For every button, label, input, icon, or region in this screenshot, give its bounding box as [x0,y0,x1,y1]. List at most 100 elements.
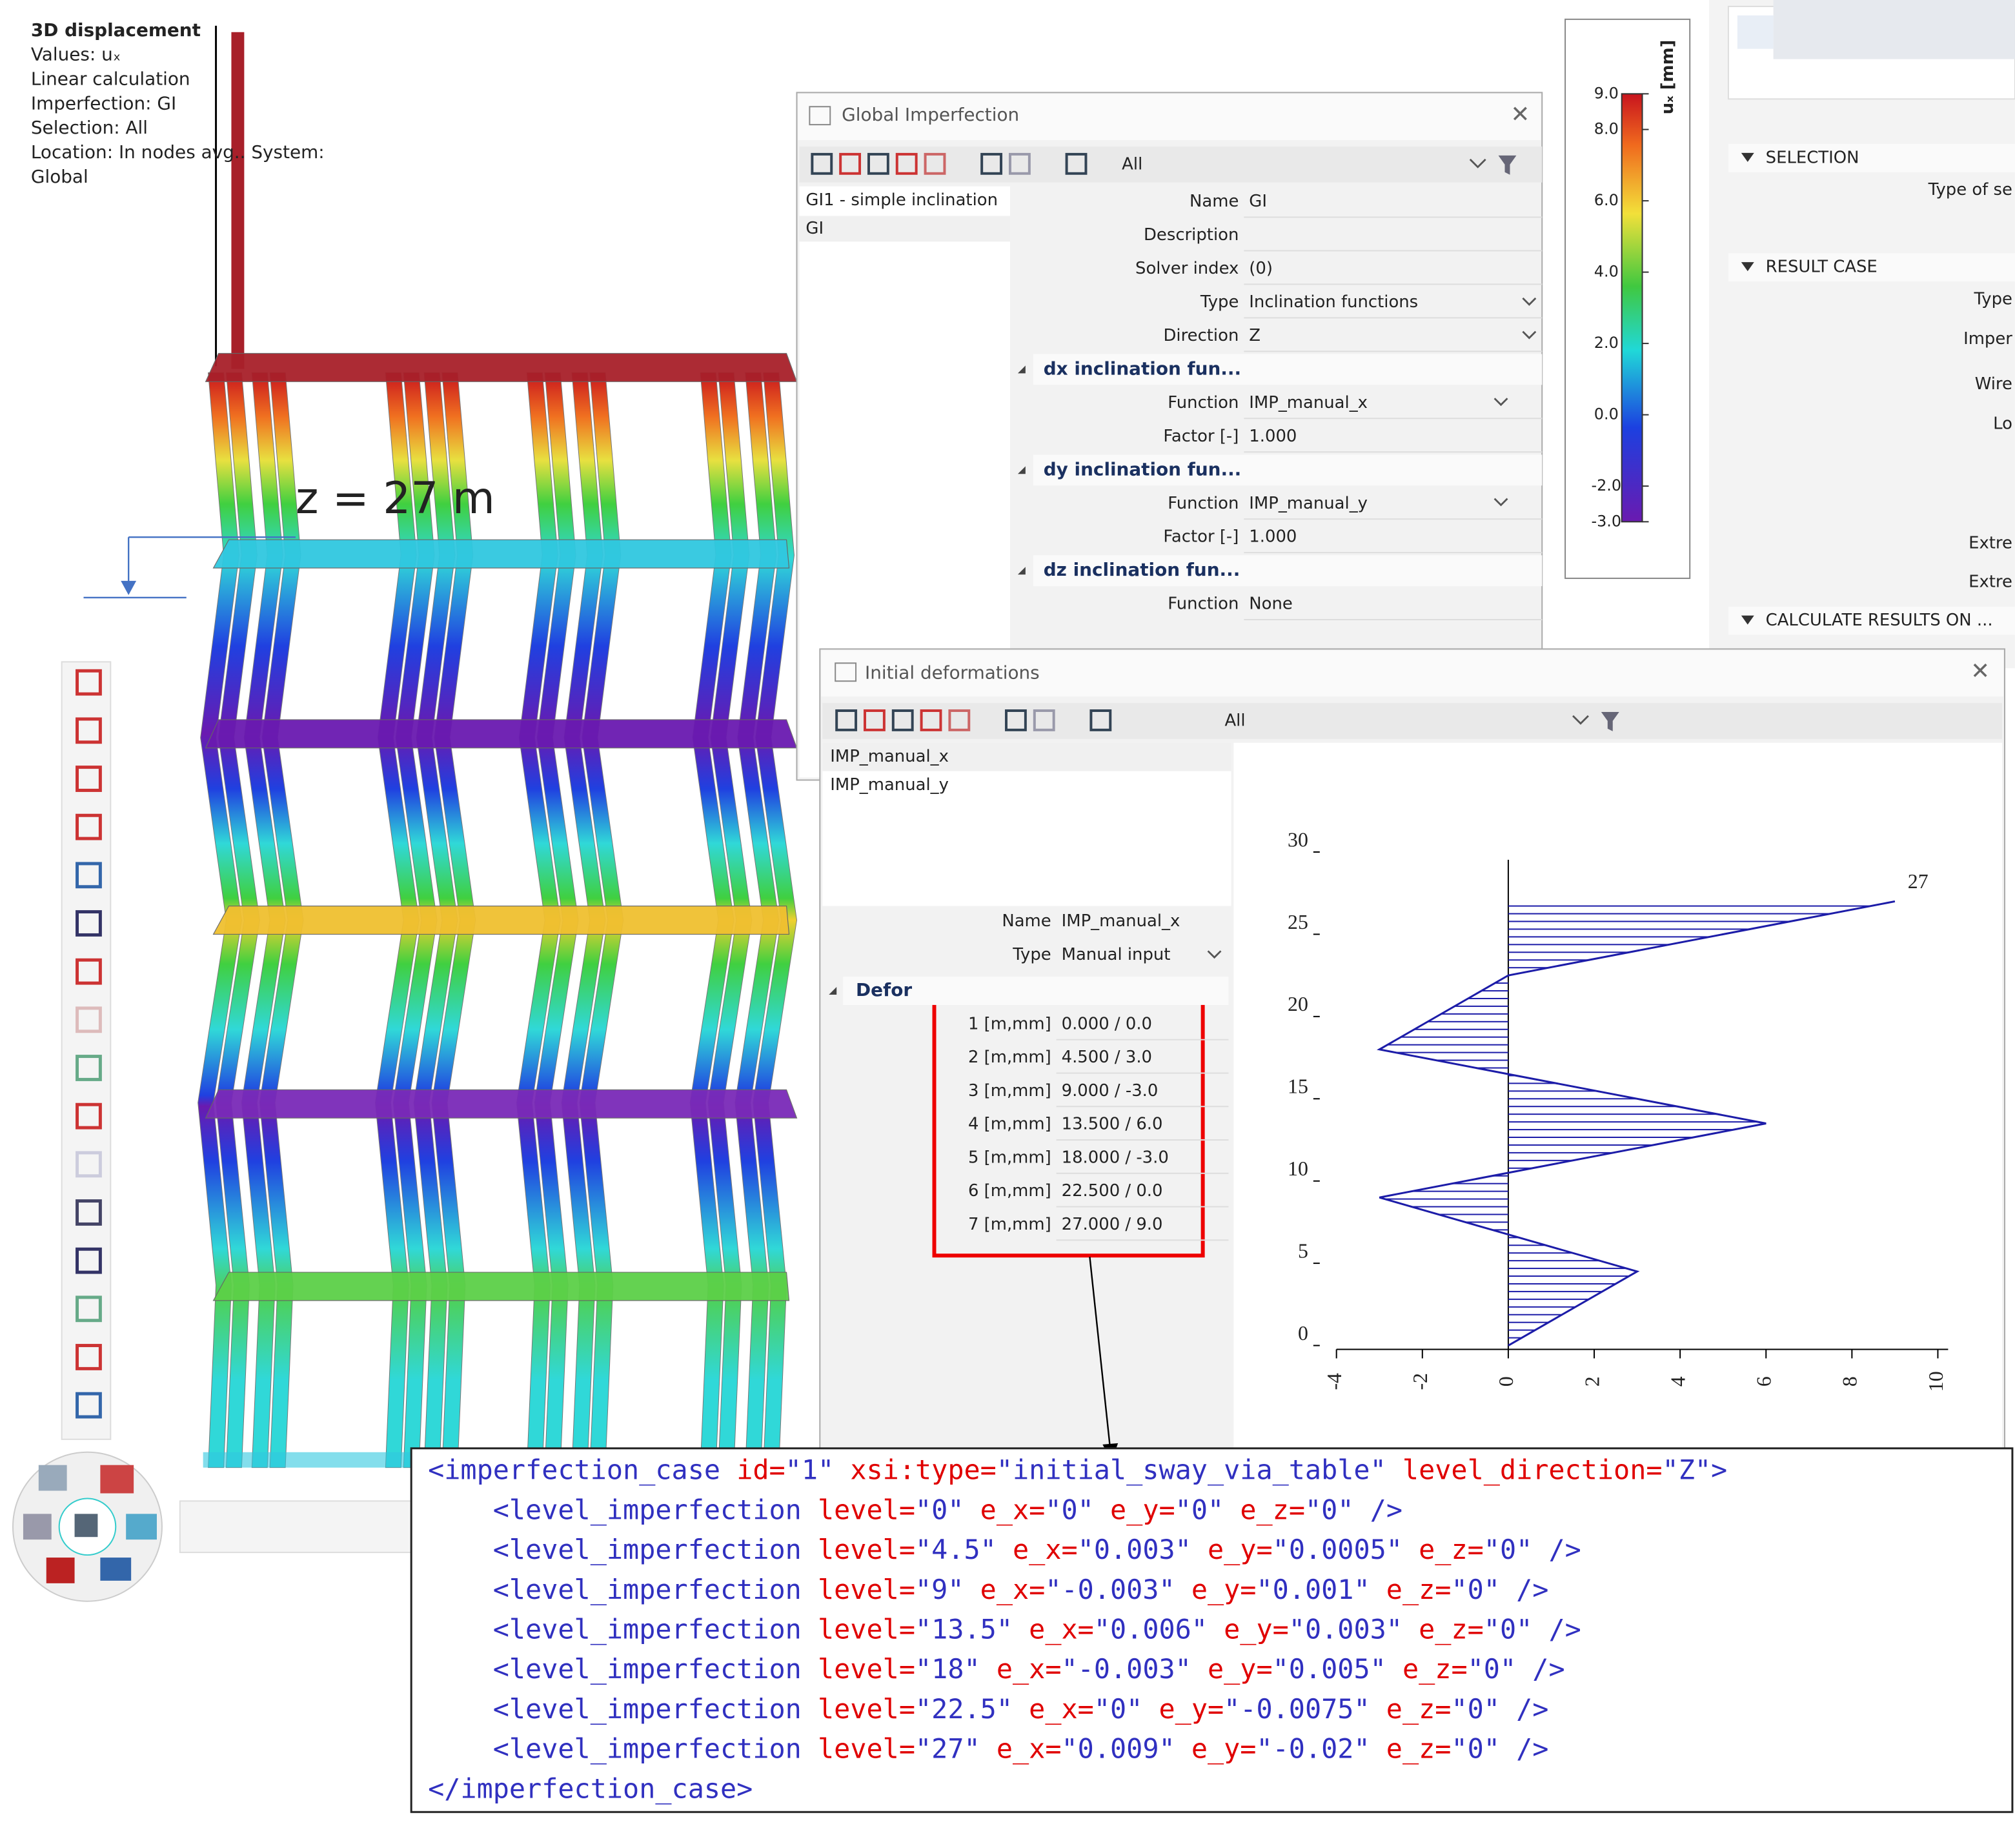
property-value[interactable]: Manual input [1062,945,1171,964]
slab [212,1272,790,1301]
legend-tick-label: 6.0 [1594,191,1619,209]
collapse-toggle [1741,262,1754,272]
model-view [197,25,798,1468]
toolbar-icon [920,709,942,731]
section-bg [843,977,1229,1005]
section-title: dy inclination fun... [1044,458,1242,480]
table-value[interactable]: 18.000 / -3.0 [1062,1148,1169,1167]
table-value[interactable]: 22.500 / 0.0 [1062,1181,1163,1201]
property-value[interactable]: None [1249,594,1293,614]
property-label: Extre [1969,572,2012,591]
code-line: <level_imperfection level="4.5" e_x="0.0… [428,1534,1581,1565]
color-bar [1621,93,1643,523]
info-line: Location: In nodes avg.. System: [31,141,325,163]
info-line: Values: uₓ [31,44,121,65]
section-title: dz inclination fun... [1044,559,1240,580]
property-value[interactable]: Z [1249,326,1261,345]
legend-tick-label: 9.0 [1594,84,1619,102]
info-line: Selection: All [31,117,148,138]
side-panel-content: SELECTION Type of se RESULT CASE Type Imper W… [1728,143,2015,635]
x-tick-label: 0 [1495,1376,1517,1386]
property-value[interactable]: IMP_manual_y [1249,494,1368,513]
property-value[interactable]: (0) [1249,259,1273,278]
initial-deformations-content: Initial deformations All IMP_manual_x IMP_m… [829,662,1246,1241]
dropdown-arrow [1207,950,1222,959]
level-annotation: z = 27 m [296,472,495,523]
filter: All [1224,711,1245,730]
dropdown-arrow [1494,498,1508,507]
list-item[interactable]: IMP_manual_x [830,747,949,766]
section-bg [1033,454,1543,486]
xml-box [410,1447,2014,1813]
profile-line [1377,900,1896,1346]
code-line: <level_imperfection level="9" e_x="-0.00… [428,1573,1548,1605]
toolbar-icon [891,709,914,731]
table-label: 4 [m,mm] [968,1115,1051,1134]
window-title: Initial deformations [865,662,1040,683]
data-label: 27 [1908,870,1929,893]
tool-icon [76,958,102,985]
property-label: Name [1190,192,1239,211]
table-value[interactable]: 4.500 / 3.0 [1062,1048,1152,1067]
tool-icon [76,1102,102,1130]
window-title: Global Imperfection [842,104,1019,125]
table-label: 5 [m,mm] [968,1148,1051,1167]
property-label: Function [1168,594,1239,614]
tool-icon [76,669,102,696]
legend-tick-label: -2.0 [1591,476,1621,494]
code-line: <level_imperfection level="18" e_x="-0.0… [428,1653,1565,1685]
deformation-chart: 0 5 10 15 20 25 30 -4 -2 0 2 4 6 8 10 27 [1288,828,1949,1392]
x-tick-label: 2 [1581,1376,1603,1386]
tool-icon [76,1247,102,1274]
section-bg [1033,555,1543,587]
property-value[interactable]: Inclination functions [1249,292,1418,312]
tool-icon [76,1344,102,1370]
property-label: Factor [-] [1163,427,1239,446]
tool-icon [76,717,102,744]
chimney [231,32,245,369]
tool-icon [76,813,102,840]
slab [205,719,798,749]
property-label: Wire [1975,374,2012,394]
property-value[interactable]: GI [1249,192,1267,211]
initial-deformations-window: ✕ [819,648,2005,1453]
list-item[interactable]: IMP_manual_y [830,775,949,795]
table-value[interactable]: 27.000 / 9.0 [1062,1215,1163,1234]
property-label: Type [1012,945,1051,964]
toolbar-icon [867,152,889,175]
toolbar-icon [1005,709,1027,731]
list-item[interactable]: GI1 - simple inclination [805,190,998,210]
toolbar-icon [924,152,946,175]
x-tick-label: 6 [1753,1376,1776,1386]
global-imperfection-content: Global Imperfection All GI1 - simple incli… [805,104,1543,621]
legend-title: uₓ [mm] [1658,40,1677,115]
list-item[interactable]: GI [805,219,824,238]
toolbar-icon [811,152,833,175]
slab [205,1089,798,1119]
property-label: Solver index [1135,259,1239,278]
svg-text:✕: ✕ [1970,658,1990,684]
slab [205,352,798,382]
code-line: <imperfection_case id="1" xsi:type="init… [428,1454,1727,1485]
table-label: 7 [m,mm] [968,1215,1051,1234]
table-value[interactable]: 13.500 / 6.0 [1062,1115,1163,1134]
xml-code: <imperfection_case id="1" xsi:type="init… [428,1454,1727,1804]
slab [212,539,790,569]
section-header: SELECTION [1766,148,1859,167]
property-value[interactable]: IMP_manual_x [1249,393,1368,412]
x-tick-label: -4 [1323,1373,1346,1390]
property-label: Extre [1969,534,2012,553]
code-line: </imperfection_case> [428,1772,753,1804]
property-value[interactable]: 1.000 [1249,527,1297,547]
hatched-area [1379,901,1895,1346]
y-tick-label: 0 [1298,1322,1308,1345]
property-label: Function [1168,393,1239,412]
property-value[interactable]: IMP_manual_x [1062,911,1180,931]
table-value[interactable]: 9.000 / -3.0 [1062,1081,1159,1101]
y-tick-label: 10 [1288,1157,1308,1180]
property-value[interactable]: 1.000 [1249,427,1297,446]
legend-tick-label: 8.0 [1594,120,1619,138]
table-value[interactable]: 0.000 / 0.0 [1062,1014,1152,1033]
